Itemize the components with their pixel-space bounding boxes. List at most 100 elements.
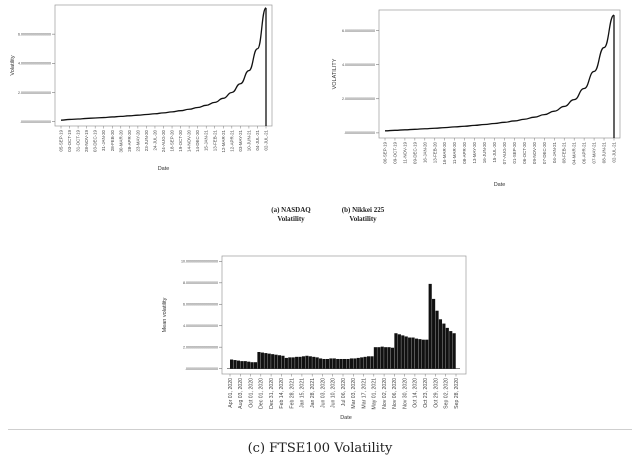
- x-tick-label: Feb 14, 2020: [279, 378, 285, 409]
- caption-nikkei: (b) Nikkei 225 Volatility: [328, 206, 398, 224]
- x-tick-label: 02-JUL-21: [612, 141, 617, 162]
- x-tick-label: 24-AUG-20: [161, 129, 166, 152]
- bar: [418, 339, 422, 369]
- bar: [240, 361, 244, 369]
- x-tick-label: 24-JUL-20: [152, 129, 157, 150]
- bar: [425, 339, 429, 369]
- caption-nikkei-line1: (b) Nikkei 225: [341, 206, 385, 214]
- x-tick-label: 06-APR-21: [582, 141, 587, 163]
- x-tick-label: 28-FEB-20: [110, 129, 115, 151]
- bar: [414, 338, 419, 369]
- bar: [442, 323, 446, 369]
- y-tick-label: 4.000000000000000: [18, 62, 51, 66]
- x-tick-label: 28-APR-20: [127, 129, 132, 151]
- y-tick-label: 6.000000000000000: [18, 32, 51, 36]
- bar: [435, 310, 439, 369]
- x-tick-label: Oct 23, 2020: [423, 378, 429, 408]
- bar: [449, 331, 453, 369]
- plot-frame: [221, 255, 467, 375]
- x-tick-label: Aug 03, 2020: [238, 378, 244, 409]
- x-tick-label: Apr 01, 2020: [228, 378, 234, 408]
- x-tick-label: Oct 14, 2020: [413, 378, 419, 408]
- x-tick-label: 31-OCT-19: [76, 129, 81, 151]
- bar: [305, 355, 309, 369]
- x-tick-label: Jan 15, 2021: [300, 378, 306, 408]
- x-tick-label: Mar 17, 2021: [361, 378, 367, 409]
- y-tick-label: 6.000000000000000: [342, 29, 375, 33]
- bar: [230, 359, 234, 369]
- y-tick-label: 10.0000000000000000: [181, 260, 218, 264]
- y-tick-label: .000000000000000: [20, 120, 51, 124]
- bar: [267, 353, 271, 369]
- x-axis-label: Date: [158, 166, 170, 172]
- x-tick-label: 09-DEC-19: [412, 141, 417, 164]
- x-tick-label: Dec 31, 2020: [269, 378, 275, 409]
- x-tick-label: Jan 28, 2021: [310, 378, 316, 408]
- x-tick-label: 04-JAN-21: [552, 141, 557, 163]
- bar: [452, 333, 456, 369]
- caption-nasdaq: (a) NASDAQ Volatility: [256, 206, 326, 224]
- x-tick-label: 07-DEC-20: [542, 141, 547, 164]
- bar: [253, 362, 258, 369]
- x-tick-label: May 01, 2021: [372, 378, 378, 410]
- bar: [315, 357, 319, 369]
- x-tick-label: 31-JAN-20: [101, 129, 106, 151]
- bar: [370, 356, 374, 369]
- x-tick-label: 16-JUN-20: [482, 141, 487, 163]
- x-tick-label: 18-SEP-20: [170, 129, 175, 151]
- x-tick-label: 14-DEC-20: [195, 129, 200, 152]
- bar: [421, 339, 425, 369]
- x-tick-label: 28-NOV-19: [84, 129, 89, 152]
- x-tick-label: Oct 29, 2020: [433, 378, 439, 408]
- bar: [329, 358, 333, 369]
- bar: [408, 337, 412, 369]
- x-tick-label: 10-JUN-21: [246, 129, 251, 151]
- bar: [387, 347, 391, 369]
- bar: [260, 352, 264, 369]
- bar: [390, 347, 395, 369]
- bar: [380, 346, 384, 369]
- y-tick-label: 6.0000000000000000: [183, 303, 218, 307]
- bar: [438, 319, 443, 369]
- bar: [349, 358, 353, 369]
- bar: [373, 347, 377, 369]
- x-tick-label: 07-AUG-20: [502, 141, 507, 164]
- x-tick-label: Sep 28, 2020: [454, 378, 460, 409]
- x-tick-label: Mar 03, 2020: [351, 378, 357, 409]
- x-tick-label: 23-MAY-20: [135, 129, 140, 151]
- bar: [312, 356, 316, 369]
- x-tick-label: Nov 30, 2020: [402, 378, 408, 409]
- divider: [8, 429, 632, 430]
- bar: [353, 358, 357, 369]
- x-tick-label: 05-SEP-19: [59, 129, 64, 151]
- bar: [394, 333, 398, 369]
- x-tick-label: Feb 28, 2021: [289, 378, 295, 409]
- bar: [366, 356, 371, 369]
- x-tick-label: 06-OCT-20: [522, 141, 527, 163]
- bar: [397, 334, 401, 369]
- bar: [271, 354, 275, 369]
- x-tick-label: 19-OCT-20: [178, 129, 183, 151]
- panel-ftse: .0000000000000000 2.0000000000000000 4.000…: [160, 250, 475, 425]
- y-tick-label: .000000000000000: [344, 131, 375, 135]
- x-tick-label: 16-JAN-20: [422, 141, 427, 163]
- x-tick-label: 03-MAY-21: [238, 129, 243, 151]
- bar: [264, 353, 268, 369]
- x-tick-label: 01-SEP-20: [512, 141, 517, 163]
- x-axis-label: Date: [340, 415, 352, 421]
- bar: [284, 357, 288, 369]
- x-tick-label: 15-JUL-20: [492, 141, 497, 162]
- bar: [257, 352, 261, 369]
- bar: [428, 283, 432, 369]
- x-tick-label: 04-JUL-21: [255, 129, 260, 150]
- caption-nasdaq-line1: (a) NASDAQ: [271, 206, 311, 214]
- bar: [243, 361, 247, 369]
- y-axis-label: Mean volatility: [162, 297, 168, 332]
- x-tick-label: Sep 02, 2020: [444, 378, 450, 409]
- x-tick-label: 08-JUN-21: [602, 141, 607, 163]
- x-tick-label: 09-NOV-20: [532, 141, 537, 164]
- x-tick-label: Jul 06, 2020: [341, 378, 347, 406]
- bar: [236, 360, 240, 369]
- y-axis-label: Volatility: [10, 55, 16, 75]
- bar: [322, 358, 326, 369]
